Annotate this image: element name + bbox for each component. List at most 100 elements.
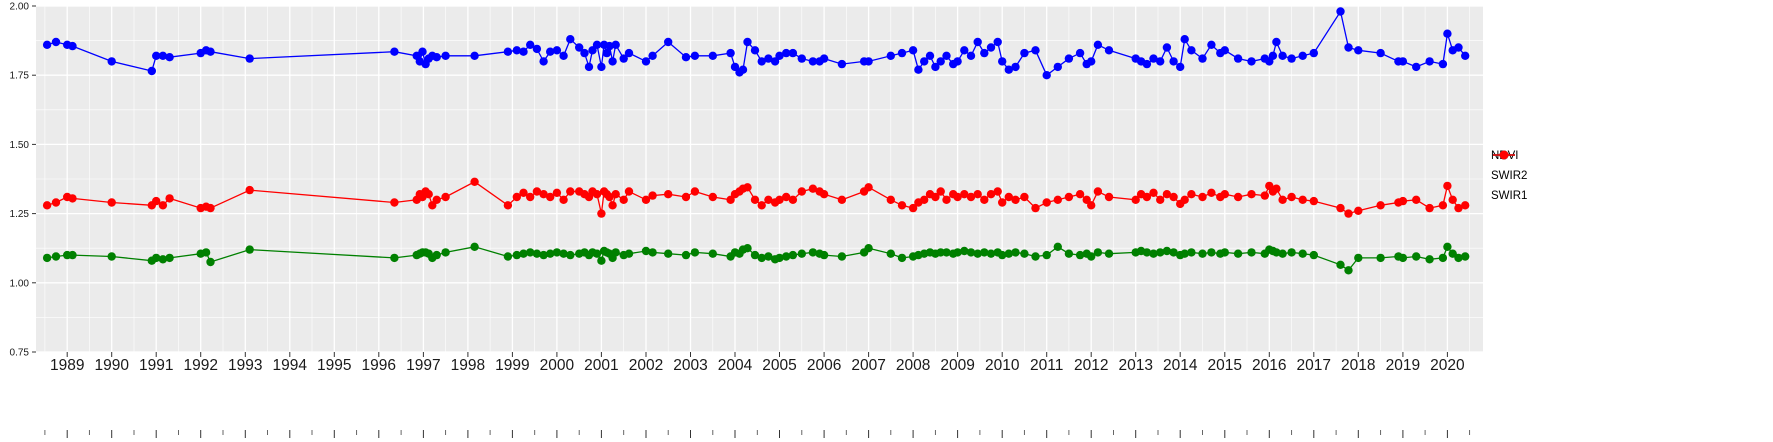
data-point-swir2 (1156, 248, 1165, 257)
data-point-swir2 (1198, 249, 1207, 258)
data-point-swir2 (960, 246, 969, 256)
data-point-ndvi (641, 57, 651, 66)
data-point-ndvi (51, 37, 61, 47)
data-point-swir1 (526, 192, 535, 202)
data-point-ndvi (837, 59, 847, 69)
data-point-swir2 (1004, 249, 1013, 258)
data-point-swir1 (51, 198, 61, 207)
data-point-swir2 (1425, 255, 1434, 264)
data-point-swir1 (42, 201, 52, 210)
data-point-swir1 (68, 194, 77, 203)
legend-label-swir1: SWIR1 (1491, 189, 1528, 202)
data-point-ndvi (980, 48, 989, 58)
data-point-ndvi (966, 51, 976, 60)
data-point-swir1 (206, 203, 215, 213)
data-point-swir1 (1376, 201, 1385, 210)
data-point-swir2 (532, 249, 542, 258)
data-point-swir1 (986, 190, 996, 199)
data-point-swir1 (1169, 192, 1178, 202)
data-point-ndvi (526, 40, 535, 49)
data-point-swir2 (1180, 249, 1189, 258)
data-point-swir2 (1220, 248, 1230, 257)
data-point-ndvi (708, 51, 717, 60)
data-point-swir2 (1412, 252, 1421, 261)
data-point-ndvi (886, 51, 895, 60)
data-point-ndvi (738, 65, 748, 74)
data-point-swir1 (1075, 190, 1085, 199)
data-point-ndvi (808, 57, 818, 66)
data-point-swir2 (441, 248, 450, 257)
x-tick-label: 2004 (718, 357, 753, 374)
data-point-ndvi (1149, 54, 1158, 63)
data-point-swir2 (1020, 249, 1029, 258)
data-point-swir1 (1443, 181, 1452, 191)
series-swir1 (42, 177, 1470, 218)
data-point-swir2 (1042, 250, 1051, 260)
data-point-swir1 (1042, 198, 1051, 207)
data-point-swir2 (526, 248, 535, 257)
data-point-swir1 (546, 192, 555, 202)
data-point-ndvi (1412, 62, 1421, 72)
data-point-swir2 (1287, 248, 1296, 257)
y-tick-label: 0.75 (10, 348, 30, 359)
data-point-swir1 (998, 198, 1007, 207)
data-point-swir2 (708, 249, 717, 258)
data-point-ndvi (1376, 48, 1385, 58)
x-tick-label: 2009 (940, 357, 974, 374)
data-point-ndvi (942, 51, 951, 60)
data-point-swir2 (592, 249, 602, 258)
data-point-ndvi (1198, 54, 1207, 63)
x-tick-label: 1991 (139, 357, 173, 374)
data-point-swir1 (597, 209, 606, 218)
data-point-swir2 (743, 244, 752, 253)
legend-item-swir1: SWIR1 (1491, 150, 1528, 204)
data-point-swir1 (837, 195, 847, 204)
data-point-swir2 (1093, 248, 1103, 257)
x-tick-label: 2005 (762, 357, 796, 374)
data-point-swir1 (519, 188, 528, 197)
data-point-ndvi (206, 47, 215, 56)
data-point-swir2 (1149, 249, 1158, 258)
data-point-ndvi (1278, 51, 1287, 60)
data-point-swir1 (1272, 184, 1281, 193)
data-point-swir1 (1278, 195, 1287, 204)
data-point-swir1 (245, 185, 254, 195)
data-point-ndvi (750, 46, 760, 55)
data-point-swir2 (1309, 250, 1319, 260)
data-point-ndvi (936, 57, 945, 66)
data-point-swir2 (1169, 248, 1178, 257)
data-point-swir1 (1454, 203, 1463, 213)
data-point-ndvi (1354, 46, 1363, 55)
x-tick-label: 2017 (1297, 357, 1331, 374)
data-point-ndvi (1087, 57, 1096, 66)
data-point-ndvi (245, 54, 254, 63)
data-point-swir1 (1149, 188, 1158, 197)
data-point-swir1 (973, 190, 982, 199)
data-point-swir2 (1075, 250, 1085, 260)
data-point-swir2 (1278, 249, 1287, 258)
x-axis: 1989 1990 1991 1992 1993 1994 1995 1996 1997 1998… (44, 352, 1471, 438)
data-point-ndvi (1093, 40, 1103, 49)
data-point-swir1 (152, 196, 161, 206)
data-point-ndvi (1247, 57, 1256, 66)
x-tick-label: 1996 (362, 357, 396, 374)
data-point-swir1 (566, 187, 575, 196)
data-point-swir1 (424, 190, 433, 199)
data-point-swir2 (1344, 266, 1353, 275)
data-point-swir1 (819, 190, 829, 199)
x-tick-label: 2013 (1118, 357, 1152, 374)
data-point-swir2 (681, 250, 691, 260)
data-point-swir1 (1398, 196, 1408, 206)
data-point-ndvi (998, 57, 1007, 66)
x-tick-label: 2014 (1163, 357, 1198, 374)
data-point-ndvi (908, 46, 918, 55)
data-point-ndvi (68, 41, 77, 51)
data-point-swir2 (1187, 248, 1196, 257)
data-point-ndvi (797, 54, 806, 63)
data-point-swir2 (566, 250, 575, 260)
data-point-ndvi (1344, 43, 1353, 52)
x-tick-label: 2008 (896, 357, 930, 374)
data-point-ndvi (519, 47, 528, 56)
data-point-swir1 (782, 192, 791, 202)
data-point-swir2 (648, 248, 657, 257)
